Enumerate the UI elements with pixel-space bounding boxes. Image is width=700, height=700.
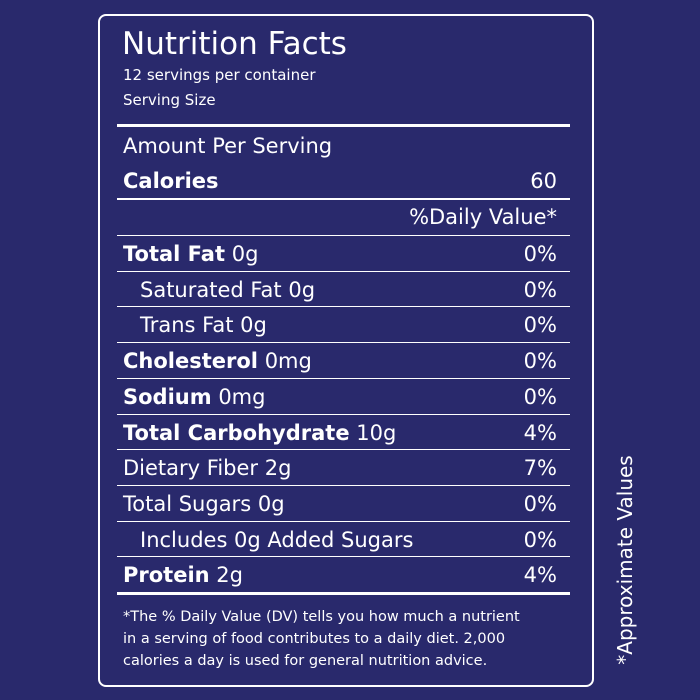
footnote-line: *The % Daily Value (DV) tells you how mu…: [123, 609, 520, 625]
nutrient-amount: 2g: [264, 456, 292, 481]
nutrient-label: Sodium: [123, 384, 212, 409]
daily-value: 0%: [523, 527, 557, 552]
nutrient-label: Saturated Fat: [140, 277, 282, 302]
nutrient-label: Total Fat: [123, 242, 226, 266]
nutrient-name: Cholesterol 0mg: [123, 348, 312, 374]
daily-value: 0%: [523, 349, 557, 374]
daily-value-header: %Daily Value*: [409, 205, 557, 229]
nutrient-amount: 10g: [356, 420, 397, 445]
nutrient-name: Protein 2g: [123, 562, 243, 588]
nutrient-name: Total Sugars 0g: [123, 491, 285, 517]
serving-size: Serving Size: [123, 91, 216, 109]
nutrient-label: Protein: [123, 563, 210, 588]
footnote-line: calories a day is used for general nutri…: [123, 653, 488, 669]
nutrient-amount: 0g: [288, 277, 316, 302]
nutrient-name: Sodium 0mg: [123, 384, 265, 410]
divider: [117, 124, 570, 127]
nutrient-label: Cholesterol: [123, 349, 258, 374]
nutrient-name: Saturated Fat 0g: [140, 277, 315, 303]
divider: [117, 556, 570, 558]
nutrient-label: Dietary Fiber: [123, 456, 259, 481]
nutrient-amount: 0mg: [264, 349, 312, 374]
amount-per-serving: Amount Per Serving: [123, 134, 333, 158]
nutrient-name: Trans Fat 0g: [140, 312, 267, 338]
nutrient-name: Includes 0g Added Sugars: [140, 527, 413, 553]
nutrient-name: Dietary Fiber 2g: [123, 455, 291, 481]
calories-label: Calories: [123, 169, 219, 193]
nutrient-amount: 0mg: [218, 384, 266, 409]
divider: [117, 235, 570, 236]
daily-value: 0%: [523, 242, 557, 266]
divider: [117, 198, 570, 200]
divider: [117, 413, 570, 415]
daily-value: 7%: [523, 456, 557, 481]
servings: 12 servings per container: [123, 66, 316, 84]
nutrient-name: Total Fat 0g: [123, 241, 258, 267]
daily-value: 0%: [523, 277, 557, 302]
daily-value: 0%: [523, 384, 557, 409]
divider: [117, 270, 570, 272]
title: Nutrition Facts: [122, 26, 347, 62]
nutrient-amount: 0g: [231, 242, 259, 266]
divider: [117, 520, 570, 522]
daily-value: 0%: [523, 491, 557, 516]
nutrient-label: Total Carbohydrate: [123, 420, 350, 445]
nutrient-amount: 0g: [257, 491, 285, 516]
divider: [117, 342, 570, 344]
nutrient-label: Includes 0g Added Sugars: [140, 527, 414, 552]
divider: [117, 592, 570, 595]
daily-value: 4%: [523, 563, 557, 588]
divider: [117, 484, 570, 486]
calories-value: 60: [530, 169, 557, 193]
nutrient-amount: 2g: [216, 563, 243, 588]
side-note: *Approximate Values: [613, 455, 637, 665]
daily-value: 0%: [523, 313, 557, 338]
footnote-line: in a serving of food contributes to a da…: [123, 631, 506, 647]
divider: [117, 449, 570, 451]
nutrient-name: Total Carbohydrate 10g: [123, 420, 396, 446]
nutrient-label: Trans Fat: [140, 313, 234, 338]
nutrient-amount: 0g: [240, 313, 267, 338]
nutrient-label: Total Sugars: [123, 491, 252, 516]
divider: [117, 377, 570, 379]
divider: [117, 306, 570, 308]
daily-value: 4%: [523, 420, 557, 445]
label-border: [98, 14, 594, 687]
